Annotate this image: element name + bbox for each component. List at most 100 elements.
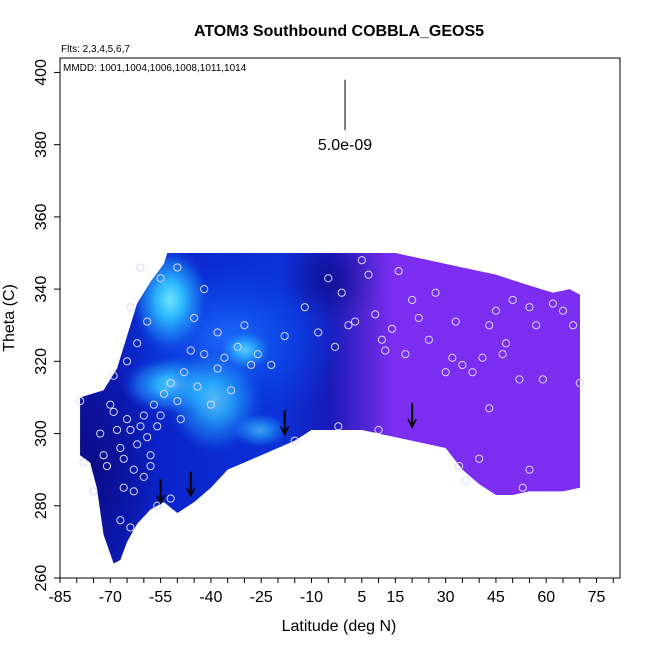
sample-marker	[290, 436, 299, 445]
sample-marker	[461, 476, 470, 485]
downward-arrows	[155, 403, 417, 505]
sample-marker	[314, 328, 323, 337]
sample-marker	[139, 472, 148, 481]
sample-marker	[337, 288, 346, 297]
sample-marker	[109, 407, 118, 416]
sample-marker	[414, 313, 423, 323]
sample-marker	[451, 317, 460, 326]
sample-marker	[280, 331, 289, 341]
scale-bar: 5.0e-09	[318, 79, 372, 154]
sample-marker	[525, 465, 534, 474]
sample-marker	[146, 461, 155, 471]
sample-marker	[213, 328, 222, 337]
sample-marker	[458, 360, 467, 370]
x-tick-label: 15	[386, 589, 404, 606]
sample-marker	[381, 346, 390, 355]
sample-marker	[253, 350, 262, 359]
sample-marker	[146, 451, 155, 460]
sample-marker	[119, 483, 128, 492]
sample-marker	[401, 350, 410, 359]
sample-marker	[153, 501, 162, 510]
down-arrow	[186, 471, 196, 498]
sample-marker	[441, 368, 450, 377]
sample-marker	[431, 288, 440, 297]
sample-marker	[149, 400, 158, 409]
x-tick-label: 45	[487, 589, 505, 606]
sample-marker	[525, 303, 534, 312]
sample-marker	[501, 339, 511, 348]
sample-marker	[116, 516, 125, 525]
sample-marker	[139, 411, 148, 420]
sample-marker	[377, 335, 387, 344]
sample-marker	[133, 339, 142, 348]
sample-marker	[159, 389, 169, 398]
sample-marker	[538, 375, 547, 384]
sample-marker	[126, 523, 135, 532]
sample-marker	[200, 285, 209, 294]
sample-marker	[508, 295, 517, 305]
y-tick-label: 280	[33, 492, 50, 519]
x-tick-label: 30	[437, 589, 455, 606]
down-arrow	[407, 403, 417, 429]
sample-marker	[518, 483, 527, 492]
sample-marker	[213, 364, 222, 373]
sample-marker	[173, 263, 182, 272]
y-tick-label: 300	[33, 420, 50, 447]
sample-marker	[498, 350, 507, 359]
sample-marker	[119, 454, 128, 463]
sample-marker	[548, 299, 558, 308]
down-arrow	[279, 410, 290, 437]
sample-markers	[76, 256, 584, 532]
sample-marker	[126, 425, 135, 435]
x-tick-label: -55	[149, 589, 172, 606]
sample-marker	[485, 321, 494, 330]
sample-marker	[394, 266, 403, 276]
sample-marker	[116, 443, 125, 453]
sample-marker	[364, 270, 373, 279]
sample-marker	[133, 440, 142, 449]
sample-marker	[106, 400, 115, 409]
sample-marker	[166, 494, 175, 503]
sample-marker	[102, 461, 112, 471]
sample-marker	[240, 321, 249, 330]
sample-marker	[200, 350, 209, 359]
sample-marker	[300, 303, 309, 312]
concentration-field	[80, 253, 580, 564]
x-tick-label: -25	[250, 589, 273, 606]
sample-marker	[206, 400, 215, 409]
sample-marker	[485, 404, 494, 413]
sample-marker	[179, 368, 189, 377]
sample-marker	[126, 303, 135, 312]
sample-marker	[334, 422, 343, 431]
x-tick-label: -40	[199, 589, 222, 606]
sample-marker	[186, 346, 195, 355]
sample-marker	[568, 321, 578, 330]
y-tick-label: 260	[33, 565, 50, 592]
sample-marker	[122, 357, 132, 366]
x-tick-label: 60	[537, 589, 555, 606]
y-tick-label: 320	[33, 348, 50, 375]
sample-marker	[357, 256, 366, 265]
sample-marker	[475, 454, 484, 463]
flights-label: Flts: 2,3,4,5,6,7	[61, 44, 130, 55]
y-axis: 260 280 300 320 340 360 380 400	[33, 59, 60, 591]
sample-marker	[374, 425, 383, 435]
sample-marker	[129, 465, 138, 474]
sample-marker	[350, 317, 360, 326]
sample-marker	[112, 425, 122, 435]
scale-bar-label: 5.0e-09	[318, 137, 372, 154]
x-tick-label: -70	[99, 589, 122, 606]
sample-marker	[267, 360, 276, 370]
dates-annotation: MMDD: 1001,1004,1006,1008,1011,1014	[63, 63, 247, 74]
chart-title: ATOM3 Southbound COBBLA_GEOS5	[194, 23, 484, 40]
sample-marker	[190, 313, 199, 323]
plot-frame	[59, 57, 621, 579]
sample-marker	[153, 422, 162, 431]
y-tick-label: 400	[33, 59, 50, 86]
sample-marker	[136, 422, 145, 431]
sample-marker	[176, 415, 185, 424]
sample-marker	[407, 295, 417, 305]
sample-marker	[156, 274, 165, 283]
sample-marker	[233, 342, 242, 351]
